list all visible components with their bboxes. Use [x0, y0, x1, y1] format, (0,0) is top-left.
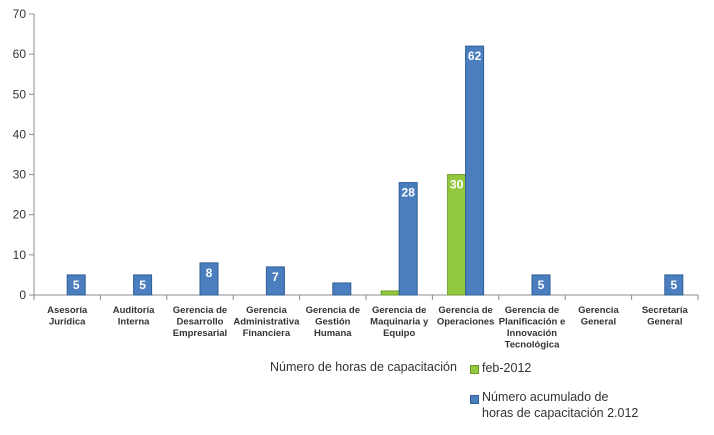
y-tick-label: 70 [13, 7, 27, 21]
x-category-label: Desarrollo [177, 317, 224, 328]
x-category-label: Gerencia [246, 305, 287, 316]
x-category-label: Equipo [383, 328, 415, 339]
bar-acumulado [664, 274, 684, 296]
legend-swatch-feb-2012 [470, 365, 479, 374]
data-label: 7 [272, 270, 279, 284]
x-category-label: Gerencia de [372, 305, 426, 316]
x-category-label: Maquinaria y [370, 317, 429, 328]
y-tick-label: 40 [13, 127, 27, 141]
bar-acumulado [332, 282, 352, 296]
y-tick-label: 0 [19, 288, 26, 302]
x-category-label: Jurídica [49, 317, 86, 328]
x-category-label: General [581, 317, 616, 328]
bar-acumulado [265, 266, 285, 296]
y-tick-label: 20 [13, 208, 27, 222]
x-category-label: Operaciones [437, 317, 495, 328]
x-category-label: Gestión [315, 317, 351, 328]
legend-label-acumulado-line-1: Número acumulado de [482, 390, 609, 404]
legend-swatch-acumulado [470, 395, 479, 404]
x-category-label: Gerencia [578, 305, 619, 316]
data-label: 8 [206, 266, 213, 280]
x-category-label: Financiera [243, 328, 291, 339]
x-category-label: Auditoría [113, 305, 155, 316]
x-category-label: Empresarial [173, 328, 227, 339]
data-label: 62 [468, 49, 482, 63]
y-tick-label: 30 [13, 168, 27, 182]
bar-acumulado [199, 262, 219, 296]
x-category-label: Innovación [507, 328, 557, 339]
bar-acumulado [133, 274, 153, 296]
bar-feb-2012 [380, 290, 400, 296]
bar-feb-2012 [447, 174, 467, 296]
data-label: 5 [73, 278, 80, 292]
data-label: 5 [139, 278, 146, 292]
x-category-label: Planificación e [499, 317, 566, 328]
y-tick-label: 60 [13, 47, 27, 61]
x-category-label: Administrativa [233, 317, 300, 328]
y-tick-label: 10 [13, 248, 27, 262]
data-label: 5 [538, 278, 545, 292]
data-label: 5 [670, 278, 677, 292]
x-category-label: Gerencia de [173, 305, 227, 316]
bar-acumulado [465, 45, 485, 296]
x-category-label: Gerencia de [505, 305, 559, 316]
x-category-label: Interna [118, 317, 150, 328]
data-label: 28 [402, 186, 416, 200]
bar-acumulado [531, 274, 551, 296]
x-category-label: General [647, 317, 682, 328]
x-category-label: Gerencia de [438, 305, 492, 316]
x-category-label: Humana [314, 328, 352, 339]
x-category-label: Tecnológica [505, 340, 560, 351]
x-category-label: Secretaría [642, 305, 689, 316]
bar-acumulado [66, 274, 86, 296]
data-label: 30 [450, 178, 464, 192]
x-category-label: Gerencia de [306, 305, 360, 316]
y-tick-label: 50 [13, 87, 27, 101]
legend-label-feb-2012: feb-2012 [482, 361, 532, 375]
legend-title: Número de horas de capacitación [270, 360, 457, 374]
legend-label-acumulado-line-2: horas de capacitación 2.012 [482, 406, 639, 420]
x-category-label: Asesoría [47, 305, 88, 316]
bar-acumulado [398, 182, 418, 296]
